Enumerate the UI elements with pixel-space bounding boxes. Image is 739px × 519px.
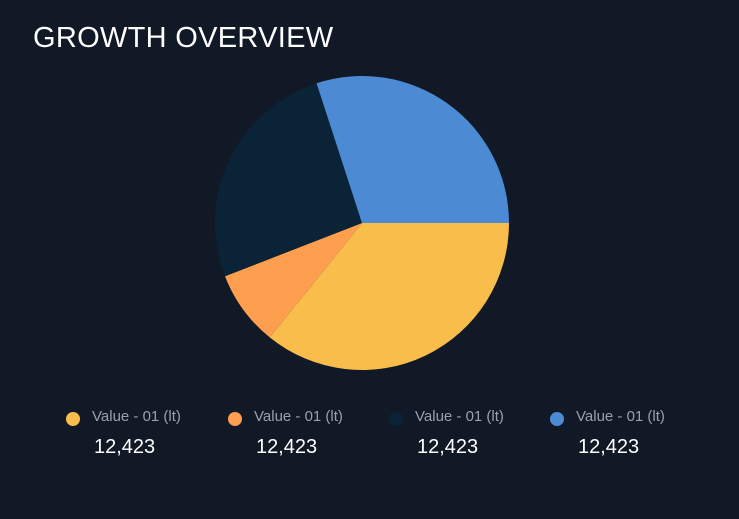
legend-dot-icon xyxy=(66,412,80,426)
legend-value: 12,423 xyxy=(256,436,318,458)
legend-value: 12,423 xyxy=(94,436,156,458)
pie-slice-4[interactable] xyxy=(316,76,509,224)
legend-value: 12,423 xyxy=(417,436,479,458)
pie-slice-2[interactable] xyxy=(224,223,362,338)
legend-dot-icon xyxy=(550,412,564,426)
legend-label: Value - 01 (lt) xyxy=(92,408,181,425)
legend-label: Value - 01 (lt) xyxy=(254,408,343,425)
legend-dot-icon xyxy=(228,412,242,426)
pie-slice-1[interactable] xyxy=(269,223,509,370)
pie-slice-3[interactable] xyxy=(214,83,362,277)
legend-label: Value - 01 (lt) xyxy=(576,408,665,425)
pie-chart xyxy=(214,76,509,370)
legend-label: Value - 01 (lt) xyxy=(415,408,504,425)
legend-dot-icon xyxy=(389,412,403,426)
legend-value: 12,423 xyxy=(578,436,640,458)
chart-title: GROWTH OVERVIEW xyxy=(33,22,334,54)
